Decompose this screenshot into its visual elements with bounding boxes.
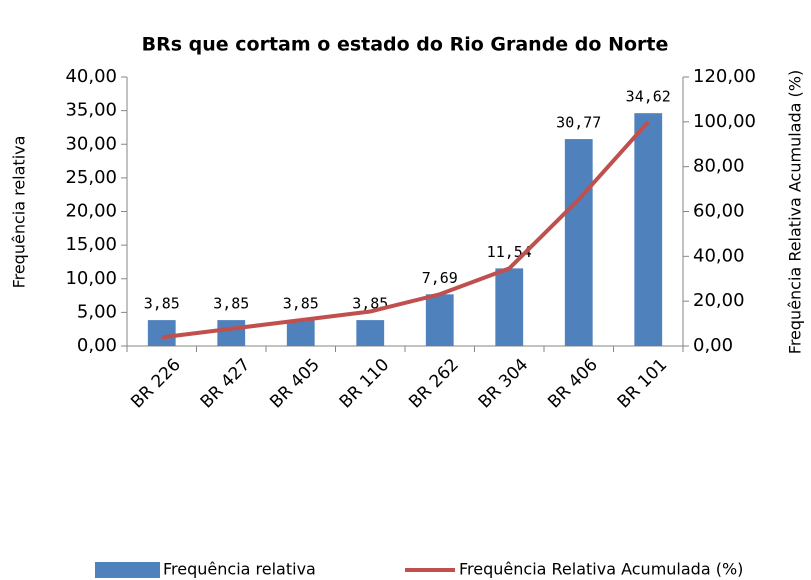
bar [634, 113, 663, 346]
y2-tick-label: 120,00 [693, 66, 756, 87]
y-tick-label: 0,00 [77, 335, 117, 356]
y2-tick-label: 80,00 [693, 156, 745, 177]
bar [495, 268, 524, 346]
x-tick-label: BR 226 [127, 355, 185, 413]
y-tick-label: 25,00 [65, 167, 117, 188]
x-tick-label: BR 427 [197, 355, 255, 413]
legend-label: Frequência relativa [163, 560, 316, 579]
y-tick-label: 5,00 [77, 301, 117, 322]
bar [564, 139, 593, 346]
y2-tick-label: 60,00 [693, 201, 745, 222]
bar [147, 320, 176, 346]
x-tick-label: BR 110 [336, 355, 394, 413]
data-label: 3,85 [283, 295, 319, 313]
x-tick-label: BR 405 [266, 355, 324, 413]
data-label: 34,62 [626, 88, 671, 106]
y-tick-label: 20,00 [65, 201, 117, 222]
x-tick-label: BR 101 [614, 355, 672, 413]
y2-tick-label: 40,00 [693, 245, 745, 266]
y2-tick-label: 100,00 [693, 111, 756, 132]
x-tick-label: BR 304 [475, 355, 533, 413]
x-tick-label: BR 262 [405, 355, 463, 413]
y-tick-label: 15,00 [65, 234, 117, 255]
y2-tick-label: 20,00 [693, 290, 745, 311]
legend-swatch [95, 562, 160, 578]
y-tick-label: 10,00 [65, 268, 117, 289]
y2-tick-label: 0,00 [693, 335, 733, 356]
data-label: 3,85 [144, 295, 180, 313]
bar [425, 294, 454, 346]
legend-label: Frequência Relativa Acumulada (%) [459, 560, 743, 579]
y-axis-label: Frequência relativa [10, 136, 29, 289]
data-label: 3,85 [213, 295, 249, 313]
y-tick-label: 35,00 [65, 100, 117, 121]
y-tick-label: 30,00 [65, 133, 117, 154]
line [161, 120, 650, 340]
chart-title: BRs que cortam o estado do Rio Grande do… [142, 34, 669, 56]
y-tick-label: 40,00 [65, 66, 117, 87]
bar [356, 320, 385, 346]
bar [217, 320, 246, 346]
y2-axis-label: Frequência Relativa Acumulada (%) [786, 70, 805, 354]
data-label: 7,69 [422, 269, 458, 287]
x-tick-label: BR 406 [544, 355, 602, 413]
data-label: 30,77 [556, 114, 601, 132]
bar [286, 320, 315, 346]
